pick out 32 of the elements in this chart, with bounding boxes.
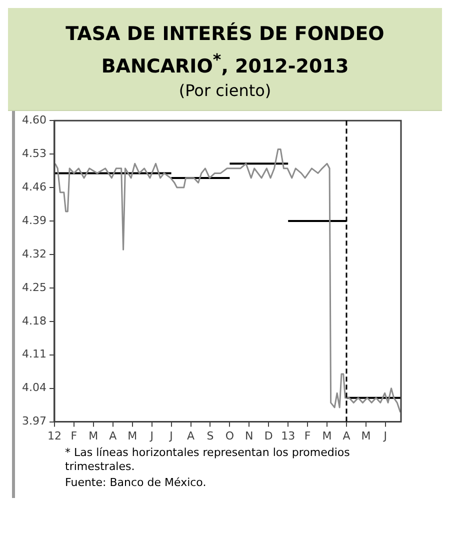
x-tick-label: D	[264, 430, 273, 443]
y-tick-label: 4.46	[22, 180, 46, 194]
text: * Las líneas horizontales representan los promedios trimestrales.	[65, 446, 351, 474]
x-tick-label: M	[322, 430, 332, 443]
source-note: Fuente: Banco de México.	[65, 476, 208, 490]
x-tick-label: A	[186, 430, 195, 443]
y-tick-label: 4.11	[22, 348, 46, 362]
x-tick-label: M	[128, 430, 138, 443]
x-tick-label: J	[382, 430, 388, 443]
chart-subtitle: (Por ciento)	[178, 81, 272, 100]
y-tick-label: 4.39	[22, 214, 46, 228]
x-tick-label: S	[206, 430, 214, 443]
y-tick-label: 3.97	[22, 414, 46, 428]
x-tick-label: F	[304, 430, 311, 443]
x-tick-label: F	[70, 430, 78, 443]
y-tick-label: 4.18	[22, 314, 46, 328]
x-tick-label: J	[149, 430, 154, 443]
x-tick-label: M	[88, 430, 98, 443]
x-tick-label: O	[225, 430, 234, 443]
chart-title: TASA DE INTERÉS DE FONDEO BANCARIO$^{*}$, 2012-2013	[64, 22, 386, 80]
x-tick-label: J	[168, 430, 173, 443]
y-tick-label: 4.25	[22, 281, 46, 294]
y-tick-label: 4.53	[22, 147, 46, 160]
x-tick-label: A	[109, 430, 118, 443]
x-tick-label: N	[245, 430, 254, 443]
x-tick-label: M	[361, 430, 371, 443]
y-tick-label: 4.04	[22, 382, 46, 395]
x-tick-label: A	[342, 430, 351, 443]
y-tick-label: 4.60	[22, 114, 46, 127]
x-tick-label: 12	[47, 430, 62, 443]
x-tick-label: 13	[281, 430, 296, 443]
y-tick-label: 4.32	[22, 248, 46, 261]
